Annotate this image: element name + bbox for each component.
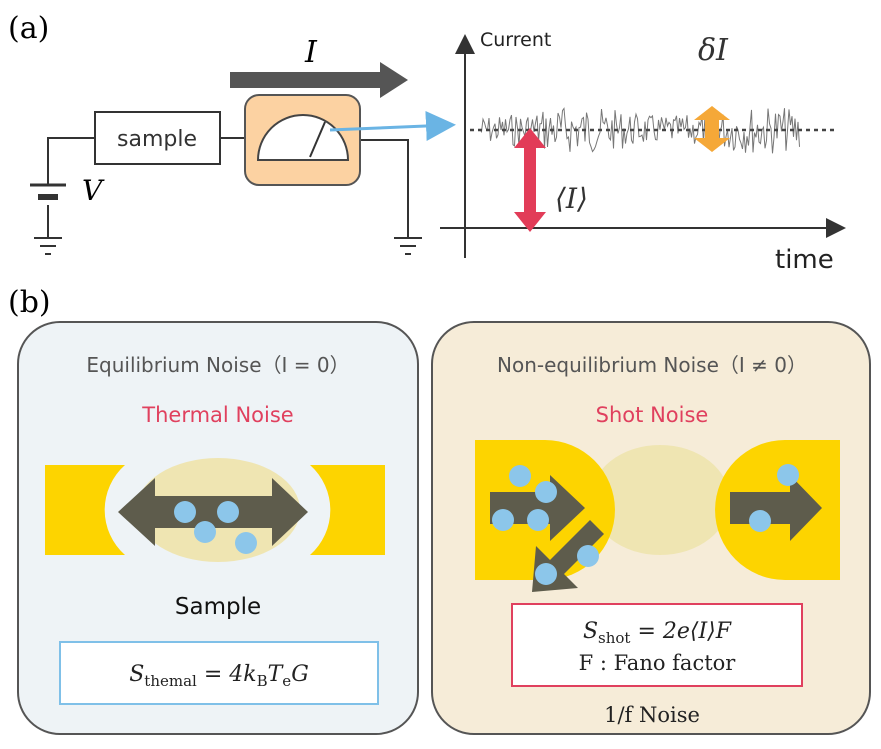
panel-label: (b) [8,285,51,320]
formula-part: S [129,662,144,687]
fluctuation-label: δI [698,33,729,68]
y-axis-label: Current [480,29,551,51]
formula-part: = 2e⟨I⟩F [630,619,731,644]
formula-part: e [282,672,291,690]
x-axis-label: time [775,245,834,275]
equilibrium-title: Equilibrium Noise（I = 0） [86,353,349,377]
thermal-noise-label: Thermal Noise [141,403,293,427]
panel-label: (a) [8,11,49,46]
formula-part: themal [144,672,197,690]
mean-arrow [514,128,546,232]
current-arrow [230,62,408,98]
formula-part: B [257,672,268,690]
formula-part: S [583,619,598,644]
flicker-noise-label: 1/f Noise [604,703,700,727]
formula-part: shot [598,629,630,647]
voltage-label: V [82,174,105,207]
figure: (a) I sample V Current time δI ⟨I⟩ (b) E… [0,0,881,749]
formula-part: G [291,662,309,687]
current-symbol: I [304,35,318,70]
shot-noise-label: Shot Noise [596,403,709,427]
fano-label: F : Fano factor [579,651,737,675]
formula-part: = 4k [197,662,257,687]
nonequilibrium-title: Non-equilibrium Noise（I ≠ 0） [497,353,807,377]
mean-label: ⟨I⟩ [555,182,588,215]
sample-label: sample [117,127,197,152]
sample-label: Sample [175,594,261,620]
